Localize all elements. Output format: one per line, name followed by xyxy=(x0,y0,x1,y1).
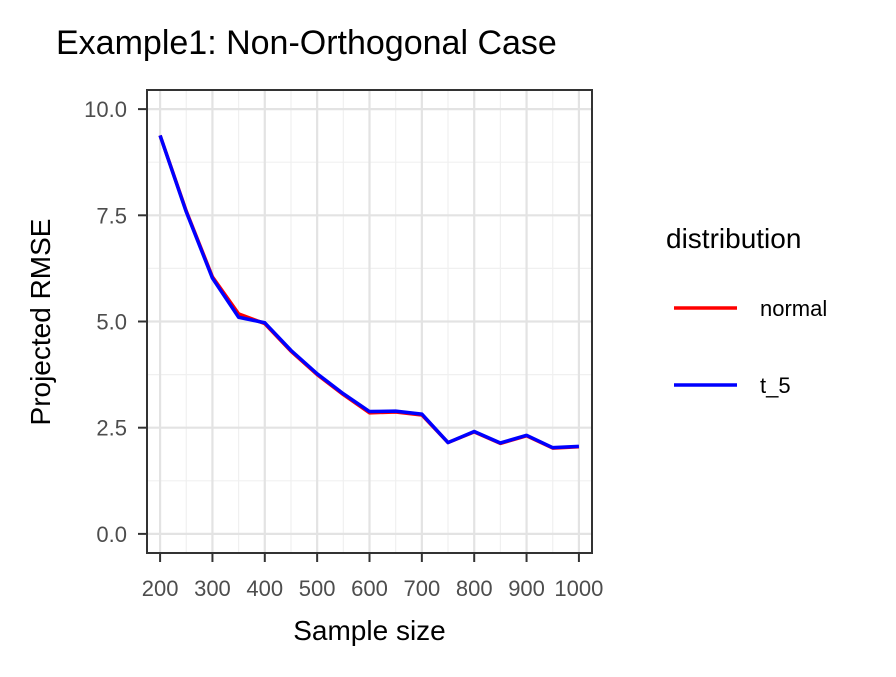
x-tick-label: 900 xyxy=(508,576,545,601)
x-tick-label: 700 xyxy=(403,576,440,601)
grid xyxy=(147,90,592,553)
legend-items: normal t_5 xyxy=(674,296,827,398)
x-tick-label: 300 xyxy=(194,576,231,601)
x-tick-label: 800 xyxy=(456,576,493,601)
y-tick-label: 5.0 xyxy=(96,310,127,335)
x-tick-label: 200 xyxy=(142,576,179,601)
x-tick-label: 500 xyxy=(299,576,336,601)
y-tick-label: 10.0 xyxy=(84,97,127,122)
legend-item-t_5: t_5 xyxy=(674,373,791,398)
x-tick-label: 400 xyxy=(246,576,283,601)
y-tick-label: 2.5 xyxy=(96,416,127,441)
legend-title: distribution xyxy=(666,223,801,254)
x-axis-label: Sample size xyxy=(293,615,446,646)
x-tick-label: 600 xyxy=(351,576,388,601)
series-lines xyxy=(158,134,579,450)
y-axis-label: Projected RMSE xyxy=(25,219,56,426)
axes: 200 300 400 500 600 700 800 900 1000 0.0 2.5 5.0 7.5… xyxy=(84,97,603,601)
series-line-t_5 xyxy=(158,134,579,450)
x-tick-label: 1000 xyxy=(554,576,603,601)
legend: distribution normal t_5 xyxy=(666,223,827,398)
y-tick-label: 0.0 xyxy=(96,522,127,547)
chart-title: Example1: Non-Orthogonal Case xyxy=(56,24,557,62)
legend-label-normal: normal xyxy=(760,296,827,321)
legend-item-normal: normal xyxy=(674,296,827,321)
y-tick-label: 7.5 xyxy=(96,203,127,228)
legend-label-t_5: t_5 xyxy=(760,373,791,398)
